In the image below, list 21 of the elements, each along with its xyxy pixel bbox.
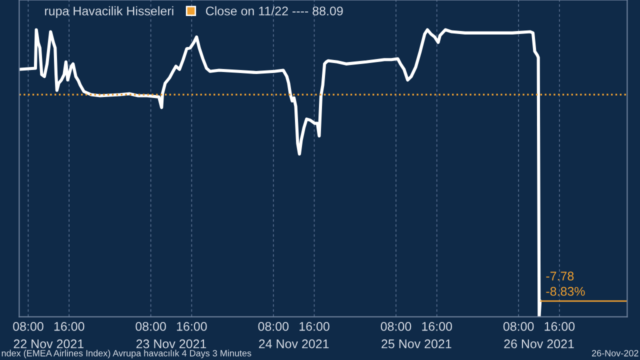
annotation: -7.78 (546, 272, 574, 280)
x-tick-label: 16:00 (300, 322, 330, 331)
x-tick-label: 08:00 (503, 322, 534, 331)
x2-tick-label: 26 Nov 2021 (504, 339, 574, 348)
x2-tick-label: 25 Nov 2021 (382, 339, 452, 348)
x-tick-label: 08:00 (136, 322, 166, 331)
x-tick-label: 16:00 (176, 322, 207, 331)
x-tick-label: 16:00 (544, 322, 575, 331)
x-tick-label: 16:00 (54, 322, 84, 331)
x2-tick-label: 24 Nov 2021 (259, 339, 329, 348)
legend-label: Close on 11/22 ---- 88.09 (206, 6, 343, 16)
series-label: rupa Havacilik Hisseleri (45, 6, 174, 18)
x-tick-label: 08:00 (380, 322, 412, 331)
text: 26-Nov-202 (592, 350, 638, 356)
annotation: -8.83% (546, 286, 585, 296)
x2-tick-label: 22 Nov 2021 (14, 339, 84, 348)
text: ndex (EMEA Airlines Index) Avrupa havacılık 4 Days 3 Minutes (2, 350, 252, 358)
x2-tick-label: 23 Nov 2021 (136, 339, 206, 348)
x-tick-label: 08:00 (13, 322, 44, 331)
x-tick-label: 16:00 (422, 322, 452, 331)
x-tick-label: 08:00 (258, 322, 289, 331)
